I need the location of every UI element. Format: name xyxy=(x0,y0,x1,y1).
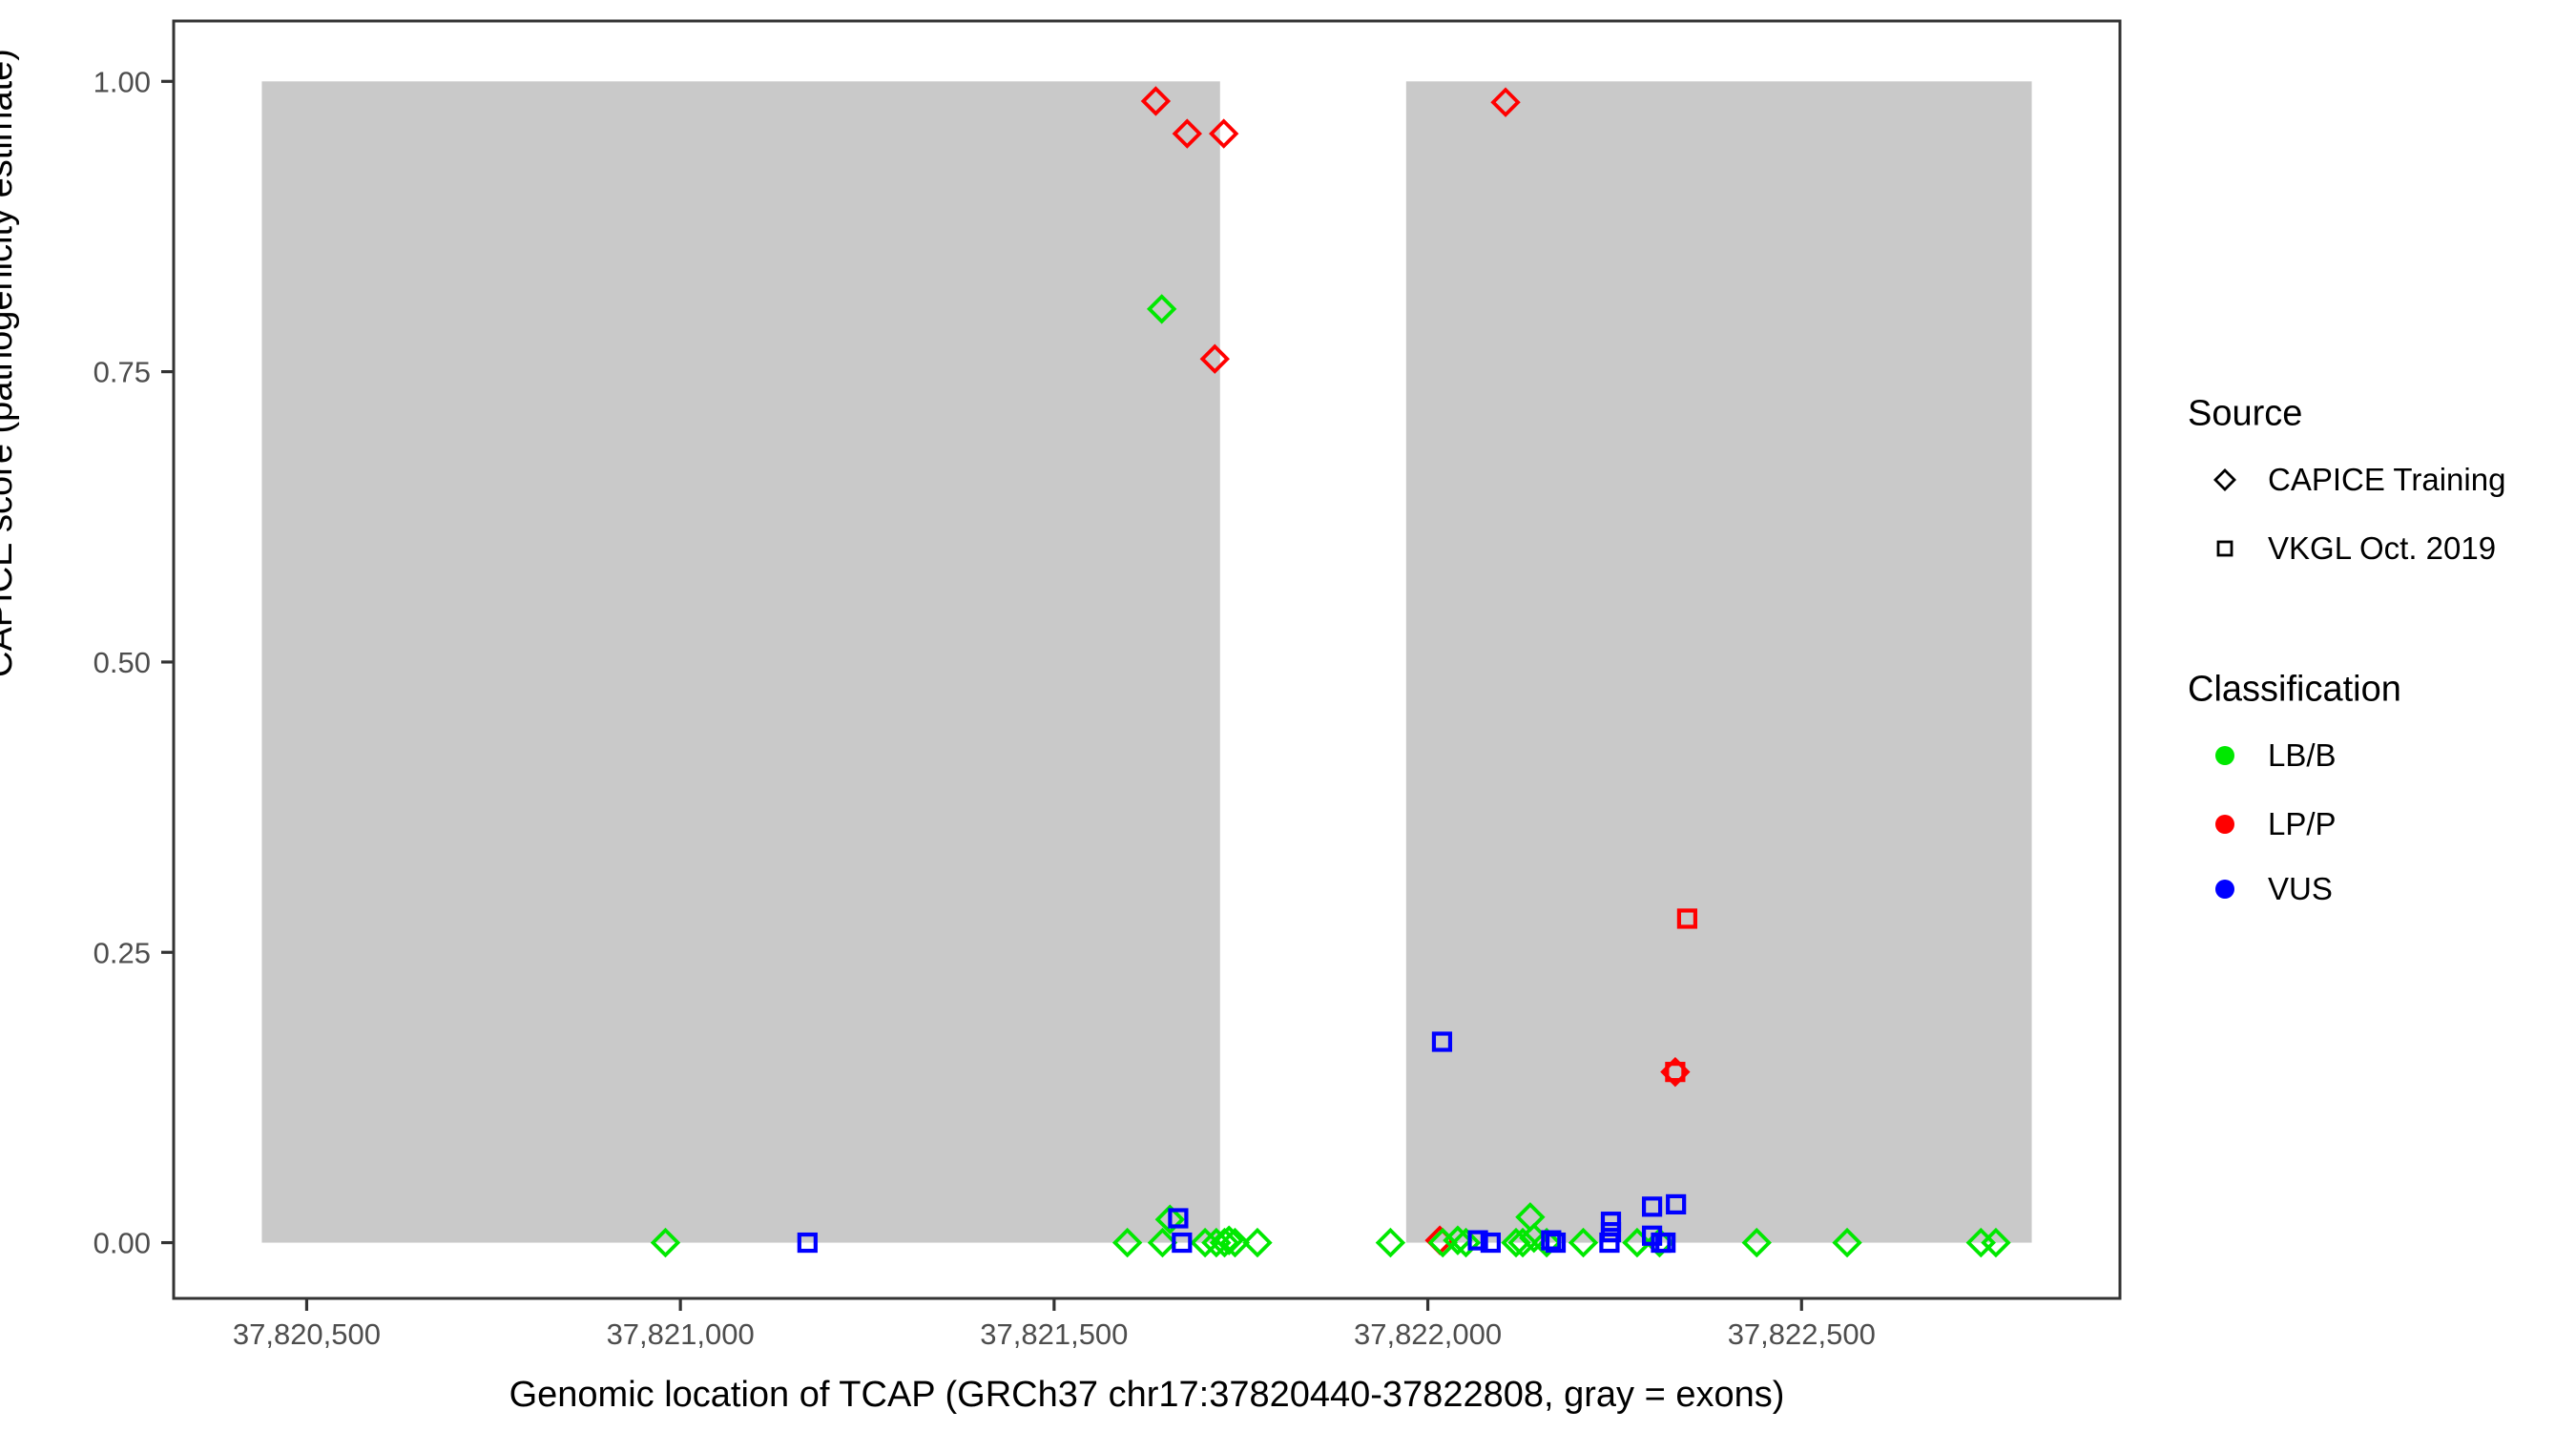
data-point xyxy=(797,1232,818,1254)
legend-item-label: VUS xyxy=(2268,871,2333,906)
y-tick-label: 0.75 xyxy=(93,356,151,389)
legend-item-vkgl: VKGL Oct. 2019 xyxy=(2199,523,2496,574)
data-point xyxy=(1981,1227,2011,1258)
legend-item-label: LP/P xyxy=(2268,806,2337,841)
legend-item-label: CAPICE Training xyxy=(2268,462,2506,497)
square-marker-icon xyxy=(2199,523,2251,574)
data-point xyxy=(1480,1232,1501,1254)
data-point xyxy=(1545,1232,1567,1254)
data-point xyxy=(1641,1196,1663,1217)
x-tick-label: 37,821,500 xyxy=(980,1317,1128,1351)
data-point xyxy=(1140,86,1172,116)
data-point xyxy=(1146,294,1177,324)
legend-item-label: VKGL Oct. 2019 xyxy=(2268,530,2497,566)
data-point xyxy=(1219,1227,1251,1258)
data-point xyxy=(1832,1227,1862,1258)
data-point xyxy=(1666,1193,1687,1215)
x-tick-label: 37,820,500 xyxy=(233,1317,381,1351)
panel-border xyxy=(172,19,2122,1300)
y-tick-label: 0.25 xyxy=(93,936,151,969)
data-point xyxy=(1154,1204,1185,1234)
data-point xyxy=(1443,1225,1473,1255)
vus-dot-icon xyxy=(2199,863,2251,915)
data-point xyxy=(1600,1222,1622,1243)
lbb-dot-icon xyxy=(2199,730,2251,781)
y-tick-label: 0.50 xyxy=(93,646,151,679)
data-point xyxy=(1431,1031,1453,1052)
legend-item-vus: VUS xyxy=(2199,863,2333,915)
data-point xyxy=(1490,87,1521,117)
data-point xyxy=(1600,1212,1622,1233)
data-point xyxy=(1111,1227,1143,1258)
data-point xyxy=(1427,1227,1458,1258)
data-point xyxy=(1168,1208,1189,1229)
legend-item-label: LB/B xyxy=(2268,737,2337,773)
x-tick-label: 37,822,500 xyxy=(1728,1317,1876,1351)
data-point xyxy=(1676,908,1698,929)
legend-source-title: Source xyxy=(2188,393,2303,434)
y-tick-label: 1.00 xyxy=(93,65,151,98)
data-point xyxy=(1568,1227,1599,1258)
data-point xyxy=(1172,118,1202,149)
data-point xyxy=(1467,1230,1488,1251)
data-point xyxy=(1541,1230,1562,1251)
x-tick-label: 37,822,000 xyxy=(1354,1317,1502,1351)
diamond-marker-icon xyxy=(2199,454,2251,506)
data-point xyxy=(1199,343,1230,374)
data-point xyxy=(1172,1232,1193,1254)
data-point xyxy=(1599,1232,1620,1254)
legend-item-lpp: LP/P xyxy=(2199,798,2337,850)
data-point xyxy=(1531,1227,1562,1258)
x-tick-label: 37,821,000 xyxy=(607,1317,755,1351)
data-point xyxy=(1507,1227,1538,1258)
data-point xyxy=(1655,1232,1676,1254)
legend-classification-title: Classification xyxy=(2188,669,2401,710)
data-point xyxy=(1375,1227,1406,1258)
lpp-dot-icon xyxy=(2199,798,2251,850)
data-point xyxy=(1147,1227,1178,1258)
y-axis-title-text: CAPICE score (pathogenicity estimate) xyxy=(0,49,20,677)
legend-item-capice-training: CAPICE Training xyxy=(2199,454,2505,506)
data-point xyxy=(1242,1227,1273,1258)
data-point xyxy=(1214,1225,1244,1255)
data-point xyxy=(650,1227,681,1258)
data-point xyxy=(1665,1062,1686,1083)
data-point xyxy=(1450,1227,1482,1258)
data-point xyxy=(1190,1227,1220,1258)
data-point xyxy=(1741,1227,1772,1258)
data-point xyxy=(1209,118,1239,149)
x-axis-title: Genomic location of TCAP (GRCh37 chr17:3… xyxy=(509,1375,1785,1415)
legend-item-lbb: LB/B xyxy=(2199,730,2337,781)
exon-region xyxy=(261,81,1220,1243)
y-tick-label: 0.00 xyxy=(93,1227,151,1260)
exon-region xyxy=(1405,81,2032,1243)
